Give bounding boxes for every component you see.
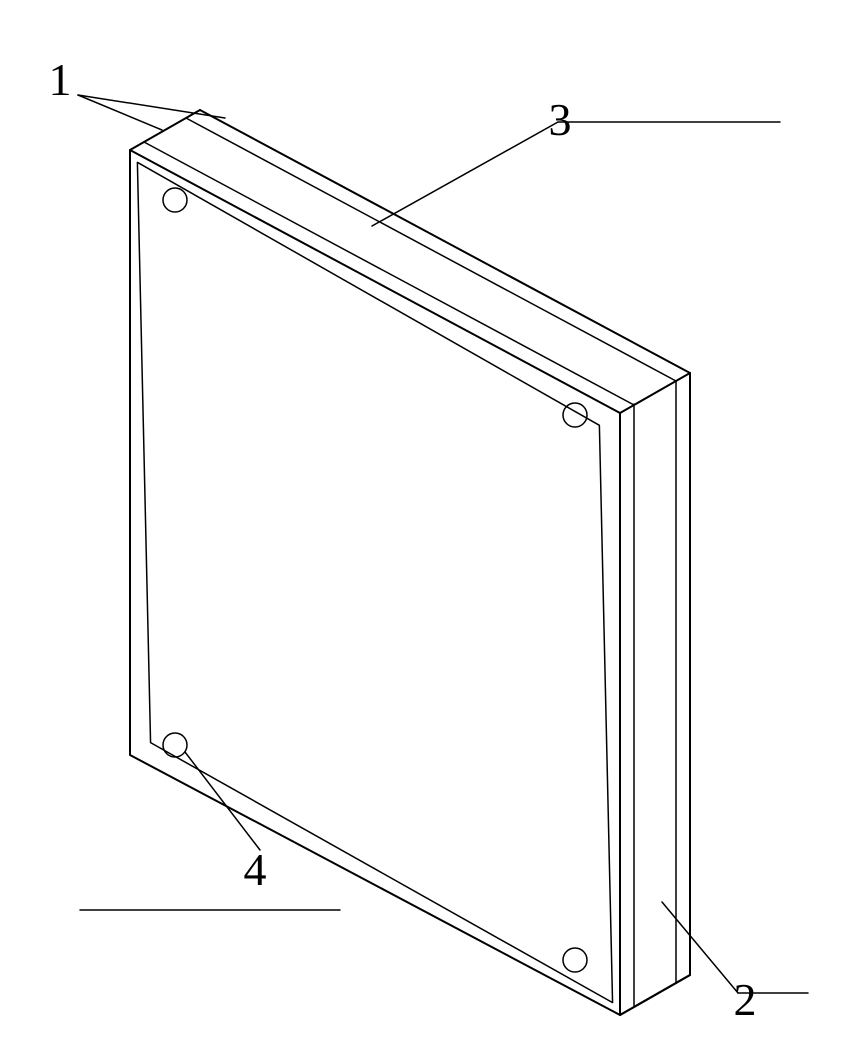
callout-label-3: 3 bbox=[549, 94, 572, 145]
callout-label-4: 4 bbox=[244, 844, 267, 895]
technical-drawing: 1 2 3 4 bbox=[0, 0, 845, 1061]
callout-label-1: 1 bbox=[49, 54, 72, 105]
callout-label-2: 2 bbox=[734, 974, 757, 1025]
